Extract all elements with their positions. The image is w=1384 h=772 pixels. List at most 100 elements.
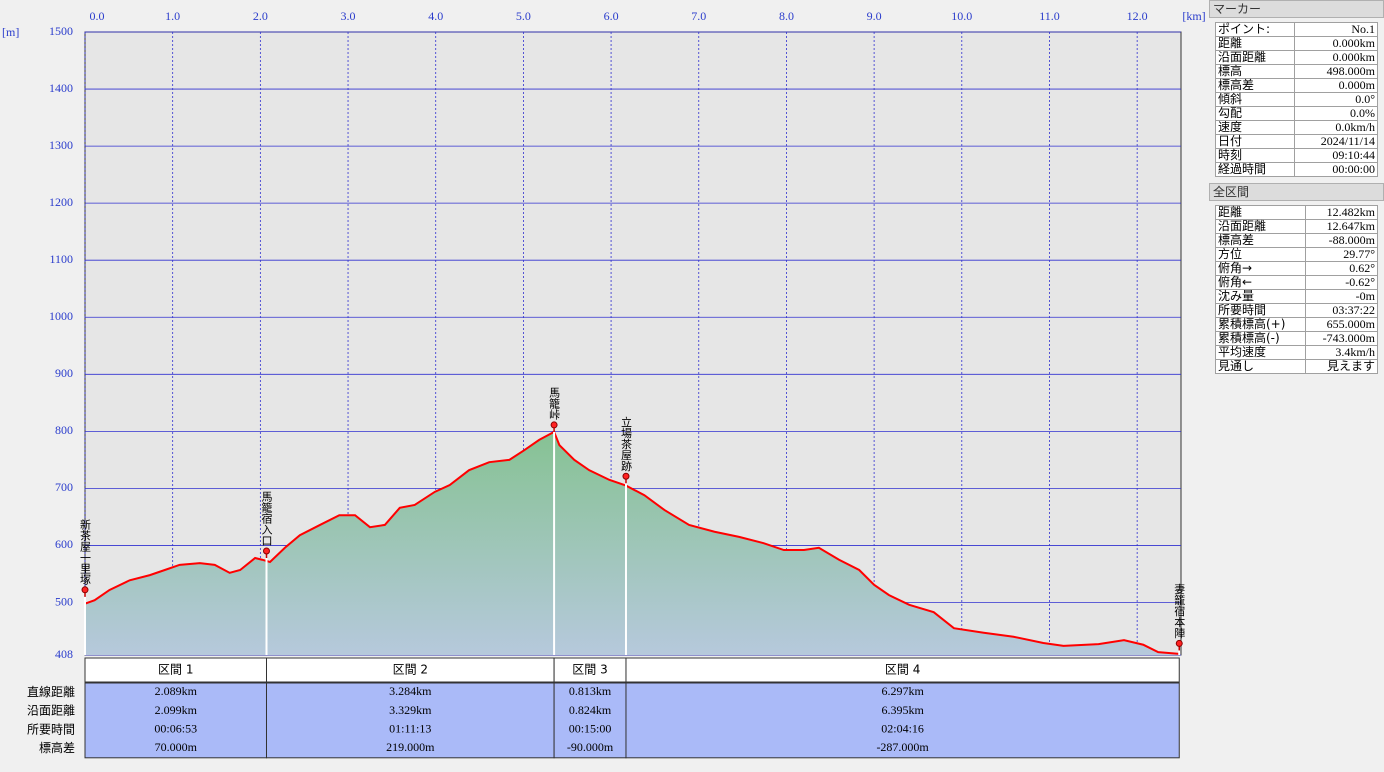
section-cell: 3.284km bbox=[389, 684, 432, 698]
y-unit-label: [m] bbox=[2, 25, 19, 39]
panel-key: 沿面距離 bbox=[1214, 219, 1307, 234]
section-header bbox=[553, 657, 627, 683]
panel-key: 俯角← bbox=[1214, 275, 1307, 290]
section-cell: 3.329km bbox=[389, 703, 432, 717]
panel-key: 標高 bbox=[1214, 64, 1296, 79]
panel-key: ポイント: bbox=[1214, 22, 1296, 37]
section-cell: -287.000m bbox=[876, 740, 929, 754]
waypoint-pin bbox=[81, 586, 89, 594]
y-tick-label: 1000 bbox=[49, 309, 73, 323]
waypoint-pin bbox=[262, 547, 270, 555]
panel-value: 29.77° bbox=[1305, 247, 1378, 262]
panel-value: 3.4km/h bbox=[1305, 345, 1378, 360]
panel-row: 見通し 見えます bbox=[1214, 359, 1378, 374]
panel-row: 勾配 0.0% bbox=[1214, 106, 1378, 121]
panel-key: 見通し bbox=[1214, 359, 1307, 374]
panel-row: 経過時間 00:00:00 bbox=[1214, 162, 1378, 177]
section-body bbox=[84, 682, 267, 759]
panel-key: 日付 bbox=[1214, 134, 1296, 149]
panel-value: 12.647km bbox=[1305, 219, 1378, 234]
section-cell: 0.824km bbox=[569, 703, 612, 717]
y-tick-label: 1100 bbox=[49, 252, 73, 266]
row-label: 標高差 bbox=[39, 740, 75, 755]
panel-key: 標高差 bbox=[1214, 78, 1296, 93]
panel-key: 平均速度 bbox=[1214, 345, 1307, 360]
panel-key: 時刻 bbox=[1214, 148, 1296, 163]
x-tick-label: 7.0 bbox=[691, 9, 706, 23]
panel-row: 速度 0.0km/h bbox=[1214, 120, 1378, 135]
section-cell: 01:11:13 bbox=[389, 722, 431, 736]
panel-header: 全区間 bbox=[1209, 183, 1384, 201]
section-cell: 2.099km bbox=[155, 703, 198, 717]
section-header bbox=[84, 657, 267, 683]
x-tick-label: 11.0 bbox=[1039, 9, 1060, 23]
panel-row: 距離 0.000km bbox=[1214, 36, 1378, 51]
section-cell: 00:15:00 bbox=[569, 722, 612, 736]
x-tick-label: 1.0 bbox=[165, 9, 180, 23]
section-cell: 00:06:53 bbox=[154, 722, 197, 736]
row-label: 沿面距離 bbox=[27, 704, 75, 718]
panel-value: 12.482km bbox=[1305, 205, 1378, 220]
panel-header: マーカー bbox=[1209, 0, 1384, 18]
y-tick-label: 600 bbox=[55, 537, 73, 551]
section-cell: 6.395km bbox=[881, 703, 924, 717]
panel-value: 0.0km/h bbox=[1294, 120, 1378, 135]
x-tick-label: 12.0 bbox=[1127, 9, 1148, 23]
panel-row: ポイント: No.1 bbox=[1214, 22, 1378, 37]
waypoint-pin bbox=[622, 472, 630, 480]
panel-value: 03:37:22 bbox=[1305, 303, 1378, 318]
x-tick-label: 4.0 bbox=[428, 9, 443, 23]
panel-row: 傾斜 0.0° bbox=[1214, 92, 1378, 107]
side-panel: マーカー ポイント: No.1 距離 0.000km 沿面距離 0.000km 標高 498.… bbox=[1209, 0, 1384, 772]
section-body bbox=[265, 682, 555, 759]
panel-value: 2024/11/14 bbox=[1294, 134, 1378, 149]
section-cell: 70.000m bbox=[155, 740, 198, 754]
waypoint-pin bbox=[550, 421, 558, 429]
panel-row: 標高差 0.000m bbox=[1214, 78, 1378, 93]
panel-value: 655.000m bbox=[1305, 317, 1378, 332]
x-tick-label: 0.0 bbox=[90, 9, 105, 23]
y-tick-label: 700 bbox=[55, 480, 73, 494]
panel-key: 傾斜 bbox=[1214, 92, 1296, 107]
panel-value: 0.62° bbox=[1305, 261, 1378, 276]
x-tick-label: 8.0 bbox=[779, 9, 794, 23]
y-tick-label: 1400 bbox=[49, 81, 73, 95]
panel-row: 方位 29.77° bbox=[1214, 247, 1378, 262]
y-tick-label: 800 bbox=[55, 423, 73, 437]
panel-key: 距離 bbox=[1214, 36, 1296, 51]
panel-value: No.1 bbox=[1294, 22, 1378, 37]
panel-value: -743.000m bbox=[1305, 331, 1378, 346]
panel-row: 距離 12.482km bbox=[1214, 205, 1378, 220]
elevation-area bbox=[85, 431, 1180, 655]
panel-value: -88.000m bbox=[1305, 233, 1378, 248]
section-cell: 219.000m bbox=[386, 740, 435, 754]
x-tick-label: 6.0 bbox=[604, 9, 619, 23]
panel-key: 俯角→ bbox=[1214, 261, 1307, 276]
panel-row: 累積標高(-) -743.000m bbox=[1214, 331, 1378, 346]
waypoint-label: 馬籠峠 bbox=[548, 387, 561, 421]
y-tick-label: 900 bbox=[55, 366, 73, 380]
section-body bbox=[553, 682, 627, 759]
waypoint-label: 妻籠宿本陣 bbox=[1173, 583, 1186, 638]
row-label: 所要時間 bbox=[27, 722, 75, 736]
panel-value: 0.000km bbox=[1294, 36, 1378, 51]
panel-key: 経過時間 bbox=[1214, 162, 1296, 177]
panel-value: 00:00:00 bbox=[1294, 162, 1378, 177]
panel-value: 0.000m bbox=[1294, 78, 1378, 93]
y-tick-label: 500 bbox=[55, 594, 73, 608]
section-cell: 02:04:16 bbox=[881, 722, 924, 736]
panel-value: -0.62° bbox=[1305, 275, 1378, 290]
x-tick-label: 5.0 bbox=[516, 9, 531, 23]
panel-row: 日付 2024/11/14 bbox=[1214, 134, 1378, 149]
section-title: 区間 3 bbox=[572, 663, 607, 677]
x-tick-label: 10.0 bbox=[951, 9, 972, 23]
y-tick-label: 1200 bbox=[49, 195, 73, 209]
panel-key: 方位 bbox=[1214, 247, 1307, 262]
waypoint-label: 新茶屋一里塚 bbox=[79, 517, 92, 584]
section-cell: 6.297km bbox=[881, 684, 924, 698]
panel-value: 0.000km bbox=[1294, 50, 1378, 65]
panel-row: 俯角→ 0.62° bbox=[1214, 261, 1378, 276]
panel-key: 勾配 bbox=[1214, 106, 1296, 121]
panel-key: 沿面距離 bbox=[1214, 50, 1296, 65]
